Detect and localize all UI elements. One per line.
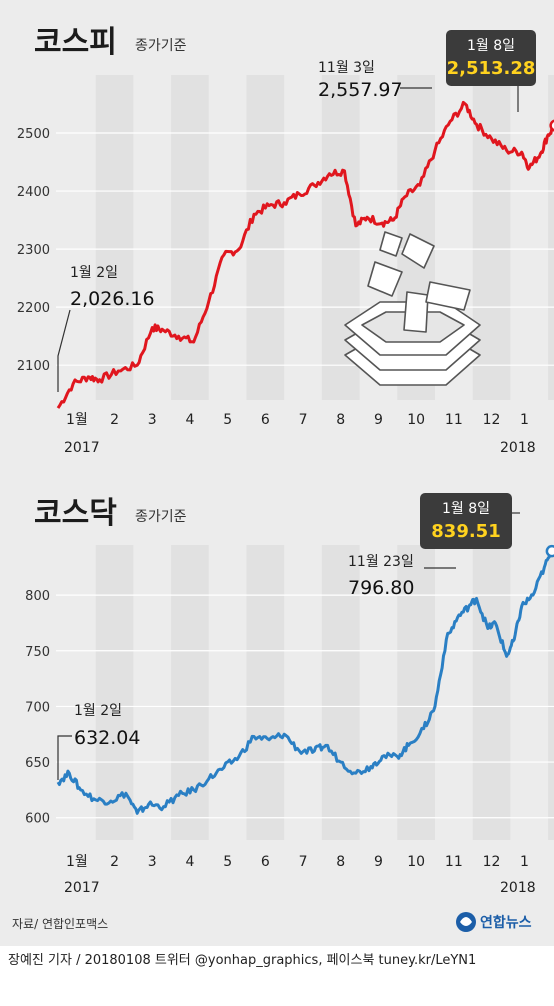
x-tick-label: 7 — [299, 412, 308, 428]
month-stripe — [246, 545, 285, 840]
kospi-y-axis: 2100 2200 2300 2400 2500 — [17, 127, 50, 374]
source-label: 자료/ 연합인포맥스 — [12, 917, 108, 931]
annotation-value: 2,557.97 — [318, 79, 403, 101]
annotation: 1월 8일 2,513.28 — [446, 30, 536, 112]
month-stripe — [472, 545, 511, 840]
x-tick-label: 1 — [520, 854, 529, 870]
callout-value: 839.51 — [431, 521, 500, 542]
x-tick-label: 3 — [148, 412, 157, 428]
annotation: 1월 2일 2,026.16 — [57, 265, 155, 392]
yonhap-logo: 연합뉴스 — [456, 912, 532, 932]
annotation-leader-line — [57, 309, 71, 392]
y-tick-label: 700 — [25, 700, 50, 715]
annotation: 1월 8일 839.51 — [420, 493, 520, 549]
x-tick-label: 5 — [223, 854, 232, 870]
x-tick-label: 11 — [445, 854, 463, 870]
x-tick-label: 5 — [223, 412, 232, 428]
x-tick-label: 1월 — [66, 412, 88, 428]
annotation-date: 11월 23일 — [348, 554, 414, 570]
month-stripe — [472, 75, 511, 400]
kosdaq-x-axis: 1월 2 3 4 5 6 7 8 9 10 11 12 1 — [66, 854, 529, 870]
x-tick-label: 2 — [110, 412, 119, 428]
kospi-year-end: 2018 — [500, 440, 536, 456]
x-tick-label: 10 — [407, 412, 425, 428]
kosdaq-month-stripes — [95, 545, 554, 840]
kospi-x-axis: 1월 2 3 4 5 6 7 8 9 10 11 12 1 — [66, 412, 529, 428]
kosdaq-year-start: 2017 — [64, 880, 100, 896]
annotation: 1월 2일 632.04 — [57, 703, 140, 780]
kospi-series: 1월 2일 2,026.16 11월 3일 2,557.97 1월 8일 2,513.28 — [56, 30, 554, 409]
annotation-value: 2,026.16 — [70, 288, 155, 310]
kospi-chart: 코스피 종가기준 2100 2200 2300 2400 2500 1월 2 3 4 5 6 7 8 9… — [17, 25, 554, 456]
yonhap-logo-text: 연합뉴스 — [480, 914, 532, 931]
kosdaq-y-axis: 600 650 700 750 800 — [25, 589, 50, 827]
ballot-box-icon — [344, 231, 481, 386]
month-stripe — [95, 75, 134, 400]
kosdaq-year-end: 2018 — [500, 880, 536, 896]
annotation-leader-line — [57, 735, 72, 780]
x-tick-label: 6 — [261, 412, 270, 428]
x-tick-label: 1 — [520, 412, 529, 428]
x-tick-label: 9 — [374, 412, 383, 428]
x-tick-label: 12 — [483, 854, 501, 870]
y-tick-label: 650 — [25, 756, 50, 771]
x-tick-label: 6 — [261, 854, 270, 870]
annotation: 11월 23일 796.80 — [348, 554, 456, 599]
end-point-marker — [549, 119, 554, 132]
x-tick-label: 2 — [110, 854, 119, 870]
month-stripe — [397, 545, 435, 840]
x-tick-label: 11 — [445, 412, 463, 428]
series-line — [56, 100, 554, 409]
month-stripe — [321, 545, 360, 840]
annotation: 11월 3일 2,557.97 — [318, 60, 432, 101]
x-tick-label: 10 — [407, 854, 425, 870]
kosdaq-title: 코스닥 — [34, 496, 117, 531]
y-tick-label: 2200 — [17, 301, 50, 316]
y-tick-label: 750 — [25, 645, 50, 660]
annotation-value: 632.04 — [74, 727, 140, 749]
kosdaq-gridlines — [56, 594, 554, 819]
x-tick-label: 7 — [299, 854, 308, 870]
y-tick-label: 2400 — [17, 185, 50, 200]
callout-value: 2,513.28 — [447, 58, 536, 79]
callout-date: 1월 8일 — [467, 38, 515, 54]
kospi-subtitle: 종가기준 — [135, 38, 187, 54]
y-tick-label: 2300 — [17, 243, 50, 258]
annotation-date: 1월 2일 — [74, 703, 122, 719]
x-tick-label: 9 — [374, 854, 383, 870]
x-tick-label: 8 — [336, 412, 345, 428]
month-stripe — [548, 75, 554, 400]
kospi-month-stripes — [95, 75, 554, 400]
annotation-date: 1월 2일 — [70, 265, 118, 281]
month-stripe — [246, 75, 285, 400]
y-tick-label: 2100 — [17, 359, 50, 374]
x-tick-label: 12 — [483, 412, 501, 428]
x-tick-label: 4 — [185, 412, 194, 428]
kosdaq-subtitle: 종가기준 — [135, 509, 187, 525]
month-stripe — [548, 545, 554, 840]
month-stripe — [171, 75, 209, 400]
annotation-value: 796.80 — [348, 577, 414, 599]
end-point-marker — [545, 544, 554, 558]
y-tick-label: 600 — [25, 812, 50, 827]
y-tick-label: 2500 — [17, 127, 50, 142]
x-tick-label: 4 — [185, 854, 194, 870]
x-tick-label: 1월 — [66, 854, 88, 870]
x-tick-label: 3 — [148, 854, 157, 870]
y-tick-label: 800 — [25, 589, 50, 604]
callout-box — [446, 30, 536, 86]
credit-line: 장예진 기자 / 20180108 트위터 @yonhap_graphics, … — [8, 953, 476, 968]
callout-box — [420, 493, 512, 549]
annotation-date: 11월 3일 — [318, 60, 375, 76]
kosdaq-series: 1월 2일 632.04 11월 23일 796.80 1월 8일 839.51 — [56, 493, 554, 815]
x-tick-label: 8 — [336, 854, 345, 870]
callout-date: 1월 8일 — [442, 501, 490, 517]
kospi-title: 코스피 — [34, 25, 117, 60]
series-line — [56, 550, 554, 815]
month-stripe — [95, 545, 134, 840]
kospi-year-start: 2017 — [64, 440, 100, 456]
